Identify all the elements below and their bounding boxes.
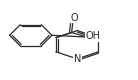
Text: OH: OH [86, 31, 101, 41]
Text: N: N [74, 54, 81, 64]
Text: O: O [70, 13, 78, 23]
